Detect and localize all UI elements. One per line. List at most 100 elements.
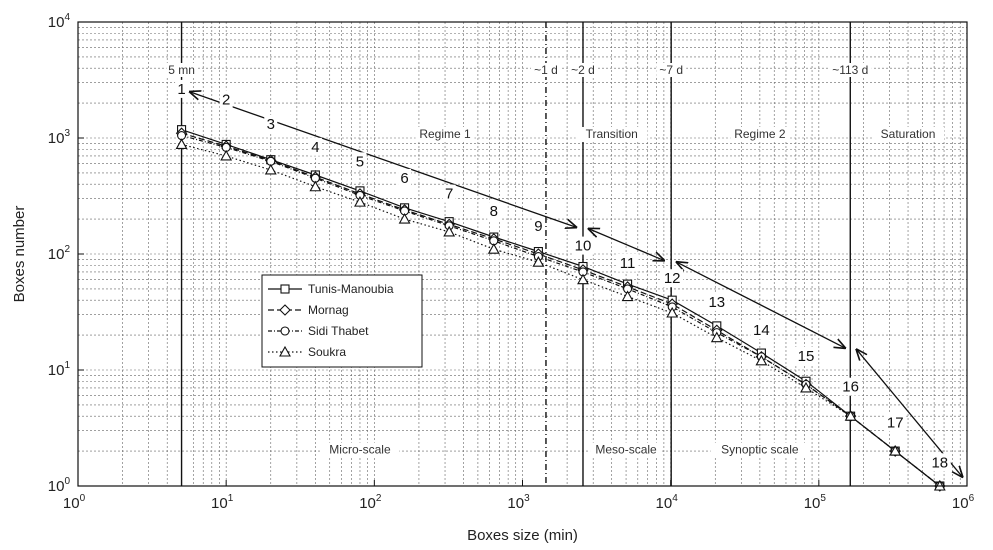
- tick-base: 10: [804, 495, 821, 512]
- label-backing: [795, 346, 818, 365]
- step-number: 3: [267, 116, 275, 133]
- tick-exponent: 0: [64, 476, 70, 487]
- y-tick-label: 102: [48, 244, 71, 263]
- regime-label: Regime 2: [734, 127, 786, 141]
- double-arrow: [589, 229, 664, 261]
- y-axis-label: Boxes number: [11, 206, 28, 303]
- series-marker: [280, 326, 290, 336]
- legend-label: Tunis-Manoubia: [308, 282, 394, 296]
- x-tick-label: 106: [952, 493, 975, 512]
- label-backing: [575, 127, 648, 142]
- annotations: Regime 1 Transition Regime 2 Saturation Micr…: [175, 79, 951, 472]
- label-backing: [530, 63, 561, 77]
- scale-label: Synoptic scale: [721, 443, 799, 457]
- label-backing: [353, 152, 367, 171]
- x-tick-label: 104: [656, 493, 679, 512]
- series-marker: [532, 256, 545, 267]
- tick-base: 10: [211, 495, 228, 512]
- tick-exponent: 1: [228, 493, 234, 504]
- tick-exponent: 4: [64, 12, 70, 23]
- label-backing: [750, 321, 773, 340]
- label-backing: [531, 216, 545, 235]
- y-tick-label: 103: [48, 128, 71, 147]
- series-marker: [175, 138, 188, 149]
- regime-label: Saturation: [881, 127, 936, 141]
- series-marker: [220, 149, 233, 161]
- x-tick-label: 101: [211, 493, 234, 512]
- regime-label: Transition: [586, 127, 638, 141]
- step-number: 16: [842, 379, 859, 396]
- step-number: 5: [356, 153, 364, 170]
- tick-base: 10: [48, 362, 65, 379]
- step-number: 8: [490, 203, 498, 220]
- y-tick-label: 104: [48, 12, 71, 31]
- legend-label: Soukra: [308, 345, 346, 359]
- step-number: 10: [575, 238, 592, 255]
- regime-label: Regime 1: [419, 127, 471, 141]
- step-number: 18: [931, 454, 948, 471]
- legend-label: Sidi Thabet: [308, 324, 369, 338]
- label-backing: [616, 253, 639, 272]
- tick-exponent: 2: [64, 244, 70, 255]
- tick-base: 10: [359, 495, 376, 512]
- double-arrow: [190, 92, 576, 227]
- grid: [78, 22, 967, 486]
- label-backing: [175, 79, 189, 98]
- legend-label: Mornag: [308, 303, 349, 317]
- label-backing: [661, 269, 684, 288]
- tick-base: 10: [507, 495, 524, 512]
- label-backing: [442, 184, 456, 203]
- label-backing: [398, 168, 412, 187]
- vertical-markers: 5 mn ~1 d ~2 d ~7 d ~113 d: [166, 22, 872, 486]
- tick-base: 10: [48, 246, 65, 263]
- label-backing: [656, 63, 687, 77]
- tick-exponent: 3: [524, 493, 530, 504]
- tick-exponent: 5: [820, 493, 826, 504]
- legend: Tunis-Manoubia Mornag Sidi Thabet Soukra: [261, 274, 423, 368]
- tick-base: 10: [656, 495, 673, 512]
- series-marker: [844, 410, 857, 421]
- label-backing: [884, 413, 907, 432]
- label-backing: [415, 127, 475, 142]
- step-number: 7: [445, 186, 453, 203]
- series-marker: [443, 225, 456, 237]
- series-marker: [309, 180, 322, 192]
- step-number: 1: [177, 81, 185, 98]
- label-backing: [730, 127, 790, 142]
- label-backing: [308, 137, 322, 156]
- x-tick-label: 103: [507, 493, 530, 512]
- label-backing: [320, 442, 400, 458]
- series-marker: [279, 345, 291, 357]
- scale-label: Micro-scale: [329, 443, 391, 457]
- x-tick-label: 105: [804, 493, 827, 512]
- series-marker: [621, 290, 634, 302]
- label-backing: [928, 453, 951, 472]
- scale-label: Meso-scale: [595, 443, 657, 457]
- vertical-marker-label: ~7 d: [659, 63, 683, 77]
- tick-exponent: 0: [80, 493, 86, 504]
- step-number: 6: [400, 170, 408, 187]
- step-number: 12: [664, 270, 681, 287]
- x-tick-label: 102: [359, 493, 382, 512]
- step-number: 11: [620, 255, 636, 272]
- vertical-marker-label: ~1 d: [534, 63, 558, 77]
- tick-exponent: 2: [376, 493, 382, 504]
- x-axis-label: Boxes size (min): [467, 527, 578, 544]
- step-number: 9: [534, 218, 542, 235]
- label-backing: [567, 63, 598, 77]
- series-marker: [280, 284, 290, 294]
- series-marker: [755, 354, 768, 366]
- tick-exponent: 3: [64, 128, 70, 139]
- y-tick-label: 100: [48, 476, 71, 495]
- label-backing: [264, 114, 278, 133]
- tick-base: 10: [63, 495, 80, 512]
- label-backing: [166, 63, 197, 77]
- vertical-marker-label: ~113 d: [832, 63, 868, 77]
- vertical-marker-label: ~2 d: [571, 63, 595, 77]
- label-backing: [590, 442, 663, 458]
- label-backing: [839, 377, 862, 396]
- tick-base: 10: [48, 130, 65, 147]
- x-tick-label: 100: [63, 493, 86, 512]
- label-backing: [872, 127, 945, 142]
